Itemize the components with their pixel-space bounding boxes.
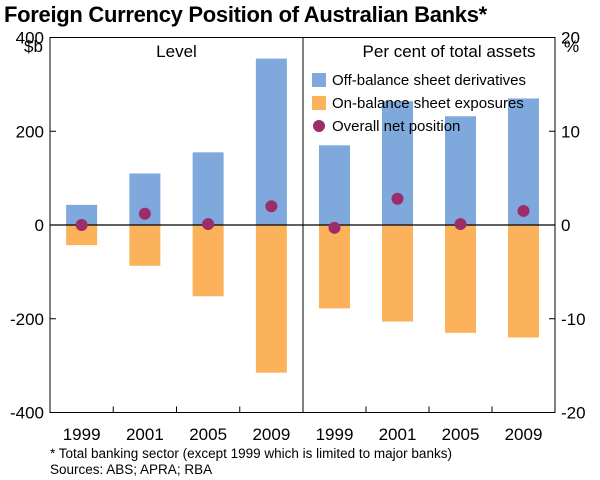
x-tick-label-2001-panel1: 2001 xyxy=(126,425,164,444)
x-tick-label-2009-panel2: 2009 xyxy=(505,425,543,444)
bar-on-balance-2005-panel2 xyxy=(445,225,476,333)
y-tick-label-left: 0 xyxy=(35,216,44,235)
bar-on-balance-1999-panel1 xyxy=(66,225,98,246)
bar-off-balance-1999-panel2 xyxy=(319,145,350,225)
y-tick-label-right: 20 xyxy=(561,29,580,48)
y-tick-label-left: -200 xyxy=(10,310,44,329)
y-axis-label-left: $b xyxy=(24,37,43,56)
bar-on-balance-2001-panel2 xyxy=(382,225,413,322)
x-tick-label-1999-panel1: 1999 xyxy=(63,425,101,444)
x-tick-label-2009-panel1: 2009 xyxy=(252,425,290,444)
y-tick-label-right: -20 xyxy=(561,404,586,423)
footnote: * Total banking sector (except 1999 whic… xyxy=(50,446,452,461)
bar-on-balance-1999-panel2 xyxy=(319,225,350,309)
legend-label-2: On-balance sheet exposures xyxy=(332,95,524,112)
net-position-dot-2001-panel1 xyxy=(138,207,151,220)
y-tick-label-right: 0 xyxy=(561,216,570,235)
sources: Sources: ABS; APRA; RBA xyxy=(50,462,213,477)
y-tick-label-left: -400 xyxy=(10,404,44,423)
net-position-dot-2005-panel1 xyxy=(202,218,215,231)
bar-on-balance-2001-panel1 xyxy=(129,225,161,266)
y-tick-label-left: 200 xyxy=(16,122,44,141)
x-tick-label-1999-panel2: 1999 xyxy=(316,425,354,444)
bar-on-balance-2005-panel1 xyxy=(192,225,224,297)
panel-title-1: Level xyxy=(156,42,197,61)
legend-label-3: Overall net position xyxy=(332,118,460,135)
legend-dot-3 xyxy=(313,120,325,132)
bar-off-balance-1999-panel1 xyxy=(66,204,98,225)
net-position-dot-2005-panel2 xyxy=(454,218,467,231)
bar-off-balance-2005-panel1 xyxy=(192,152,224,225)
bar-on-balance-2009-panel1 xyxy=(255,225,287,373)
bar-off-balance-2009-panel1 xyxy=(255,58,287,225)
bar-off-balance-2005-panel2 xyxy=(445,116,476,225)
net-position-dot-2009-panel2 xyxy=(517,204,530,217)
legend-swatch-2 xyxy=(312,96,326,110)
legend-swatch-1 xyxy=(312,73,326,87)
y-axis-label-right: % xyxy=(564,37,579,56)
legend-label-1: Off-balance sheet derivatives xyxy=(332,72,526,89)
y-tick-label-right: 10 xyxy=(561,122,580,141)
bar-on-balance-2009-panel2 xyxy=(508,225,539,338)
net-position-dot-2009-panel1 xyxy=(265,200,278,213)
y-tick-label-right: -10 xyxy=(561,310,586,329)
x-tick-label-2001-panel2: 2001 xyxy=(379,425,417,444)
net-position-dot-1999-panel2 xyxy=(328,221,341,234)
net-position-dot-2001-panel2 xyxy=(391,192,404,205)
net-position-dot-1999-panel1 xyxy=(75,219,88,231)
y-tick-label-left: 400 xyxy=(16,29,44,48)
x-tick-label-2005-panel1: 2005 xyxy=(189,425,227,444)
x-tick-label-2005-panel2: 2005 xyxy=(442,425,480,444)
chart-title: Foreign Currency Position of Australian … xyxy=(4,2,487,27)
panel-title-2: Per cent of total assets xyxy=(363,42,536,61)
bar-off-balance-2009-panel2 xyxy=(508,98,539,225)
